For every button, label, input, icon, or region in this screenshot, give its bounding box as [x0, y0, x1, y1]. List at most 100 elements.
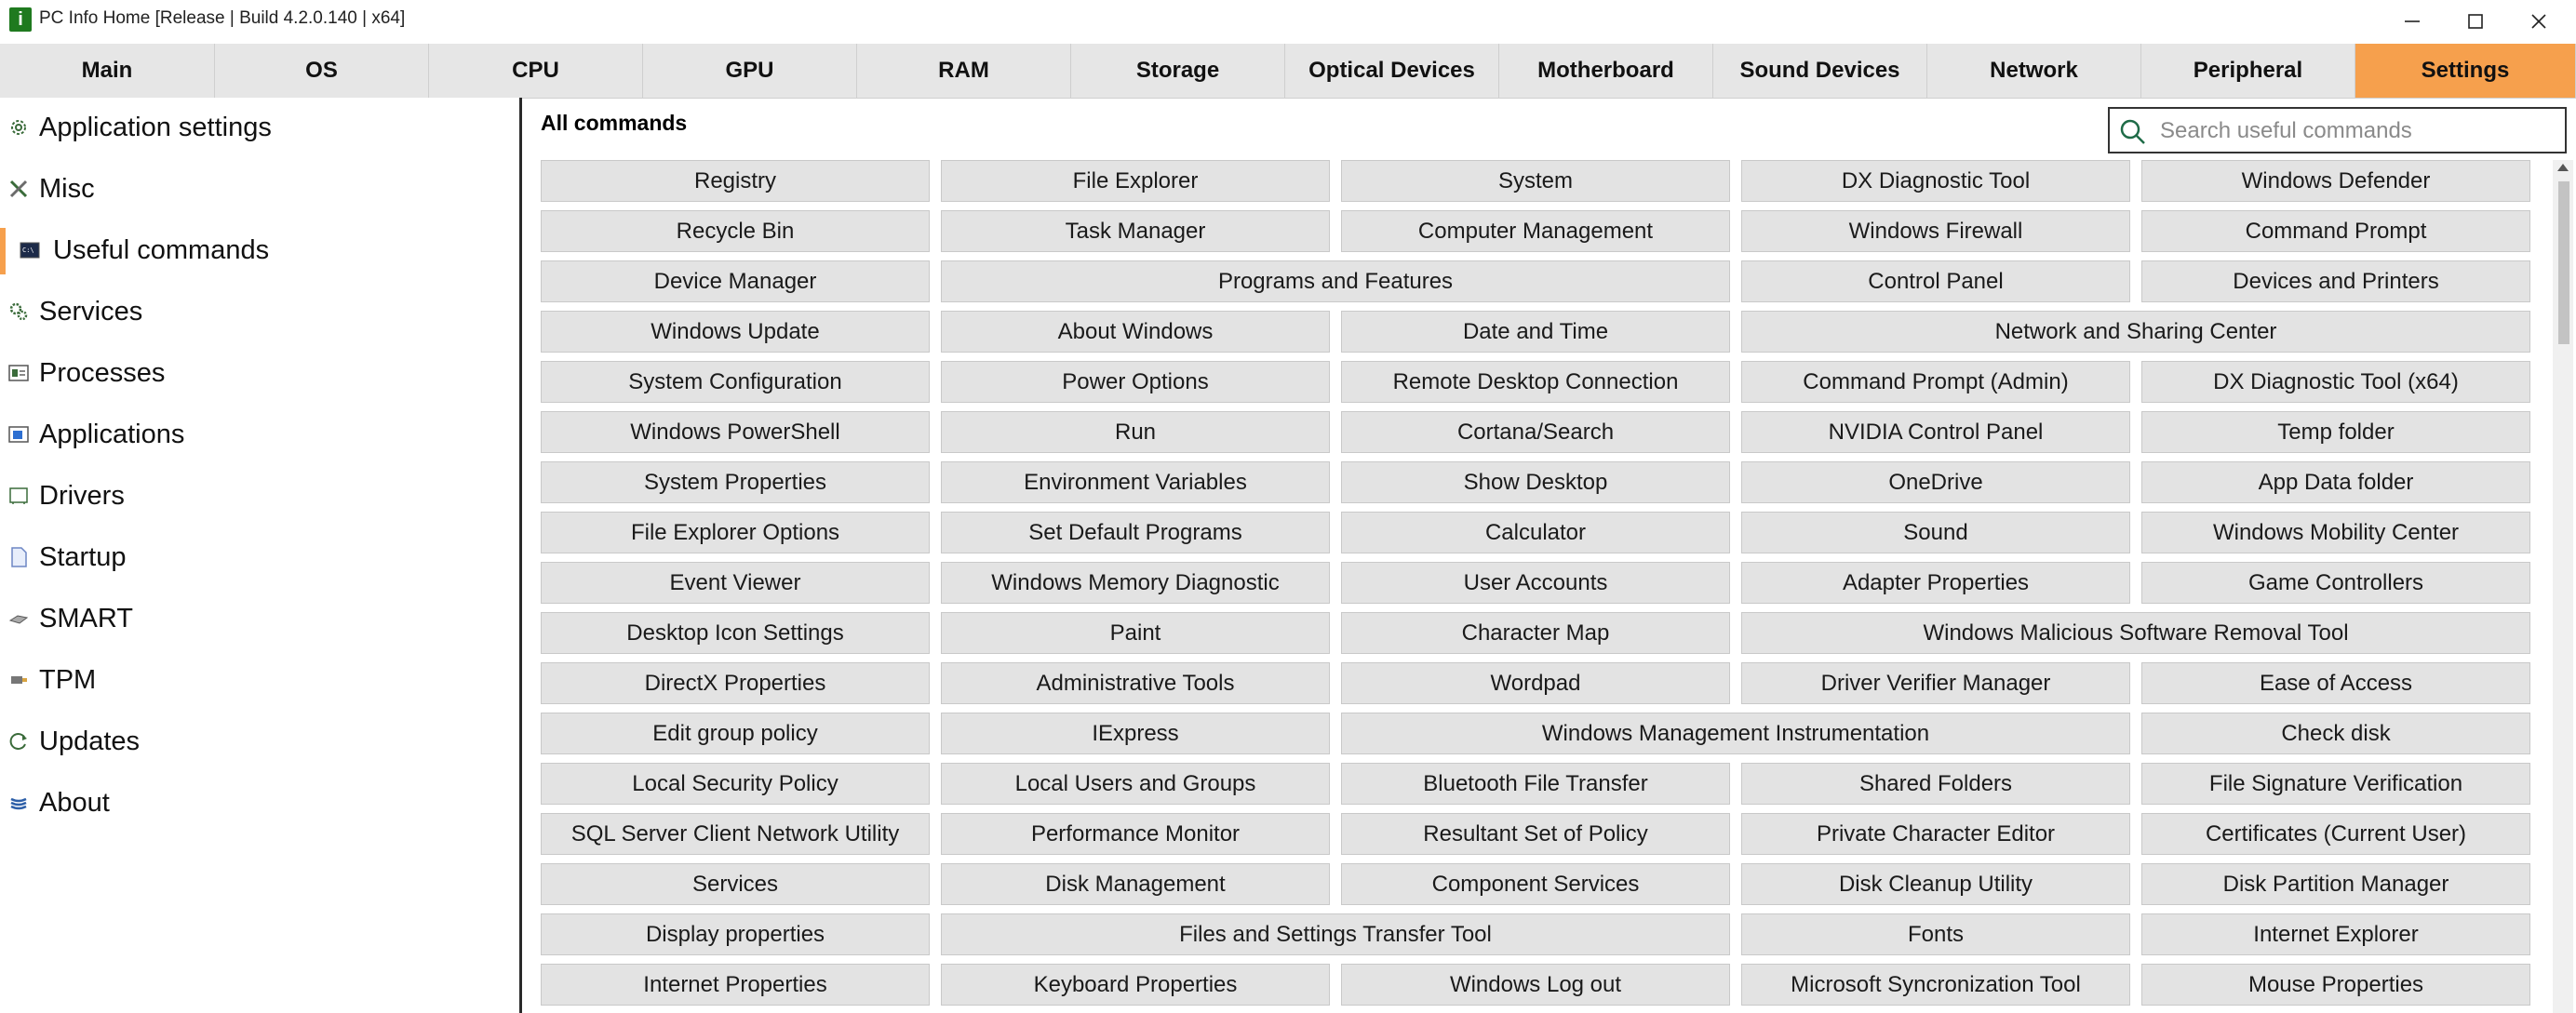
command-button[interactable]: DX Diagnostic Tool — [1741, 160, 2130, 202]
scrollbar-thumb[interactable] — [2558, 181, 2569, 344]
command-button[interactable]: Computer Management — [1341, 210, 1730, 252]
tab-cpu[interactable]: CPU — [429, 44, 643, 98]
command-button[interactable]: Windows Defender — [2141, 160, 2530, 202]
command-button[interactable]: Event Viewer — [541, 562, 930, 604]
close-button[interactable] — [2502, 0, 2576, 43]
command-button[interactable]: Keyboard Properties — [941, 964, 1330, 1006]
command-button[interactable]: File Explorer Options — [541, 512, 930, 553]
command-button[interactable]: SQL Server Client Network Utility — [541, 813, 930, 855]
command-button[interactable]: DX Diagnostic Tool (x64) — [2141, 361, 2530, 403]
command-button[interactable]: Local Security Policy — [541, 763, 930, 805]
sidebar-item-misc[interactable]: Misc — [0, 161, 517, 217]
command-button[interactable]: File Signature Verification — [2141, 763, 2530, 805]
tab-network[interactable]: Network — [1927, 44, 2141, 98]
command-button[interactable]: Services — [541, 863, 930, 905]
sidebar-item-services[interactable]: Services — [0, 284, 517, 340]
command-button[interactable]: Administrative Tools — [941, 662, 1330, 704]
command-button[interactable]: Disk Partition Manager — [2141, 863, 2530, 905]
sidebar-item-startup[interactable]: Startup — [0, 529, 517, 585]
command-button[interactable]: Internet Explorer — [2141, 913, 2530, 955]
command-button[interactable]: Disk Cleanup Utility — [1741, 863, 2130, 905]
command-button[interactable]: Recycle Bin — [541, 210, 930, 252]
command-button[interactable]: Bluetooth File Transfer — [1341, 763, 1730, 805]
maximize-button[interactable] — [2438, 0, 2513, 43]
command-button[interactable]: File Explorer — [941, 160, 1330, 202]
command-button[interactable]: Shared Folders — [1741, 763, 2130, 805]
command-button[interactable]: Windows Memory Diagnostic — [941, 562, 1330, 604]
vertical-scrollbar[interactable] — [2553, 160, 2573, 1013]
tab-os[interactable]: OS — [215, 44, 429, 98]
command-button[interactable]: Environment Variables — [941, 461, 1330, 503]
command-button[interactable]: Wordpad — [1341, 662, 1730, 704]
sidebar-item-applications[interactable]: Applications — [0, 407, 517, 462]
command-button[interactable]: About Windows — [941, 311, 1330, 353]
command-button[interactable]: Command Prompt (Admin) — [1741, 361, 2130, 403]
command-button[interactable]: System Properties — [541, 461, 930, 503]
command-button[interactable]: Desktop Icon Settings — [541, 612, 930, 654]
command-button[interactable]: Remote Desktop Connection — [1341, 361, 1730, 403]
command-button[interactable]: OneDrive — [1741, 461, 2130, 503]
sidebar-item-useful-commands[interactable]: C:\ Useful commands — [0, 222, 517, 278]
command-button[interactable]: Driver Verifier Manager — [1741, 662, 2130, 704]
command-button[interactable]: Registry — [541, 160, 930, 202]
tab-peripheral[interactable]: Peripheral — [2141, 44, 2355, 98]
tab-storage[interactable]: Storage — [1071, 44, 1285, 98]
search-box[interactable] — [2108, 107, 2567, 153]
command-button[interactable]: Show Desktop — [1341, 461, 1730, 503]
command-button[interactable]: Adapter Properties — [1741, 562, 2130, 604]
command-button[interactable]: Power Options — [941, 361, 1330, 403]
command-button[interactable]: Temp folder — [2141, 411, 2530, 453]
command-button[interactable]: Paint — [941, 612, 1330, 654]
command-button[interactable]: Mouse Properties — [2141, 964, 2530, 1006]
command-button[interactable]: Performance Monitor — [941, 813, 1330, 855]
minimize-button[interactable] — [2375, 0, 2449, 43]
sidebar-item-smart[interactable]: SMART — [0, 591, 517, 646]
command-button[interactable]: Programs and Features — [941, 260, 1730, 302]
command-button[interactable]: Character Map — [1341, 612, 1730, 654]
command-button[interactable]: IExpress — [941, 713, 1330, 754]
command-button[interactable]: Network and Sharing Center — [1741, 311, 2530, 353]
tab-gpu[interactable]: GPU — [643, 44, 857, 98]
tab-motherboard[interactable]: Motherboard — [1499, 44, 1713, 98]
command-button[interactable]: Internet Properties — [541, 964, 930, 1006]
tab-sound-devices[interactable]: Sound Devices — [1713, 44, 1927, 98]
command-button[interactable]: Windows Log out — [1341, 964, 1730, 1006]
command-button[interactable]: Display properties — [541, 913, 930, 955]
command-button[interactable]: Ease of Access — [2141, 662, 2530, 704]
command-button[interactable]: Calculator — [1341, 512, 1730, 553]
sidebar-item-tpm[interactable]: TPM — [0, 652, 517, 708]
tab-ram[interactable]: RAM — [857, 44, 1071, 98]
command-button[interactable]: Set Default Programs — [941, 512, 1330, 553]
command-button[interactable]: Files and Settings Transfer Tool — [941, 913, 1730, 955]
search-input[interactable] — [2158, 114, 2553, 148]
command-button[interactable]: NVIDIA Control Panel — [1741, 411, 2130, 453]
command-button[interactable]: Disk Management — [941, 863, 1330, 905]
command-button[interactable]: Private Character Editor — [1741, 813, 2130, 855]
command-button[interactable]: Microsoft Syncronization Tool — [1741, 964, 2130, 1006]
command-button[interactable]: Devices and Printers — [2141, 260, 2530, 302]
sidebar-item-about[interactable]: About — [0, 775, 517, 831]
command-button[interactable]: Windows Management Instrumentation — [1341, 713, 2130, 754]
command-button[interactable]: Windows PowerShell — [541, 411, 930, 453]
sidebar-item-application-settings[interactable]: Application settings — [0, 100, 517, 155]
command-button[interactable]: Device Manager — [541, 260, 930, 302]
tab-settings[interactable]: Settings — [2355, 44, 2576, 98]
tab-optical-devices[interactable]: Optical Devices — [1285, 44, 1499, 98]
tab-main[interactable]: Main — [0, 44, 215, 98]
command-button[interactable]: App Data folder — [2141, 461, 2530, 503]
command-button[interactable]: Task Manager — [941, 210, 1330, 252]
command-button[interactable]: Component Services — [1341, 863, 1730, 905]
command-button[interactable]: Windows Firewall — [1741, 210, 2130, 252]
command-button[interactable]: Resultant Set of Policy — [1341, 813, 1730, 855]
command-button[interactable]: Check disk — [2141, 713, 2530, 754]
command-button[interactable]: Windows Mobility Center — [2141, 512, 2530, 553]
command-button[interactable]: Cortana/Search — [1341, 411, 1730, 453]
sidebar-item-updates[interactable]: Updates — [0, 713, 517, 769]
command-button[interactable]: Windows Update — [541, 311, 930, 353]
command-button[interactable]: Control Panel — [1741, 260, 2130, 302]
scroll-up-arrow-icon[interactable] — [2556, 162, 2570, 173]
command-button[interactable]: User Accounts — [1341, 562, 1730, 604]
command-button[interactable]: Certificates (Current User) — [2141, 813, 2530, 855]
command-button[interactable]: Date and Time — [1341, 311, 1730, 353]
command-button[interactable]: Game Controllers — [2141, 562, 2530, 604]
